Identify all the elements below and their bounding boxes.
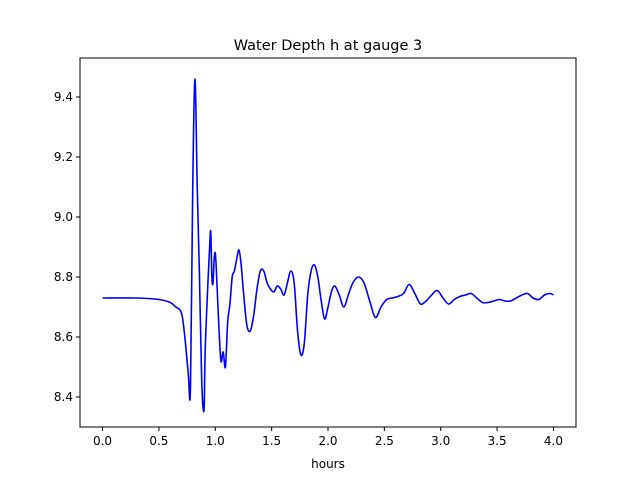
y-tick-label: 8.6 [54, 330, 73, 344]
x-tick-label: 4.0 [544, 434, 563, 448]
plot-area [102, 78, 554, 413]
x-tick-label: 1.0 [206, 434, 225, 448]
x-tick-label: 1.5 [262, 434, 281, 448]
y-tick-label: 9.0 [54, 210, 73, 224]
x-tick-label: 3.0 [431, 434, 450, 448]
x-axis-ticks: 0.0 0.5 1.0 1.5 2.0 2.5 3.0 3.5 4.0 [93, 427, 563, 448]
x-tick-label: 0.0 [93, 434, 112, 448]
chart-title: Water Depth h at gauge 3 [234, 38, 422, 54]
x-axis-label: hours [311, 457, 345, 471]
x-tick-label: 2.0 [318, 434, 337, 448]
y-tick-label: 8.4 [54, 390, 73, 404]
x-tick-label: 2.5 [375, 434, 394, 448]
y-tick-label: 9.2 [54, 150, 73, 164]
x-tick-label: 0.5 [149, 434, 168, 448]
y-tick-label: 8.8 [54, 270, 73, 284]
water-depth-series-line [102, 78, 554, 413]
y-axis-ticks: 8.4 8.6 8.8 9.0 9.2 9.4 [54, 90, 80, 404]
x-tick-label: 3.5 [488, 434, 507, 448]
y-tick-label: 9.4 [54, 90, 73, 104]
